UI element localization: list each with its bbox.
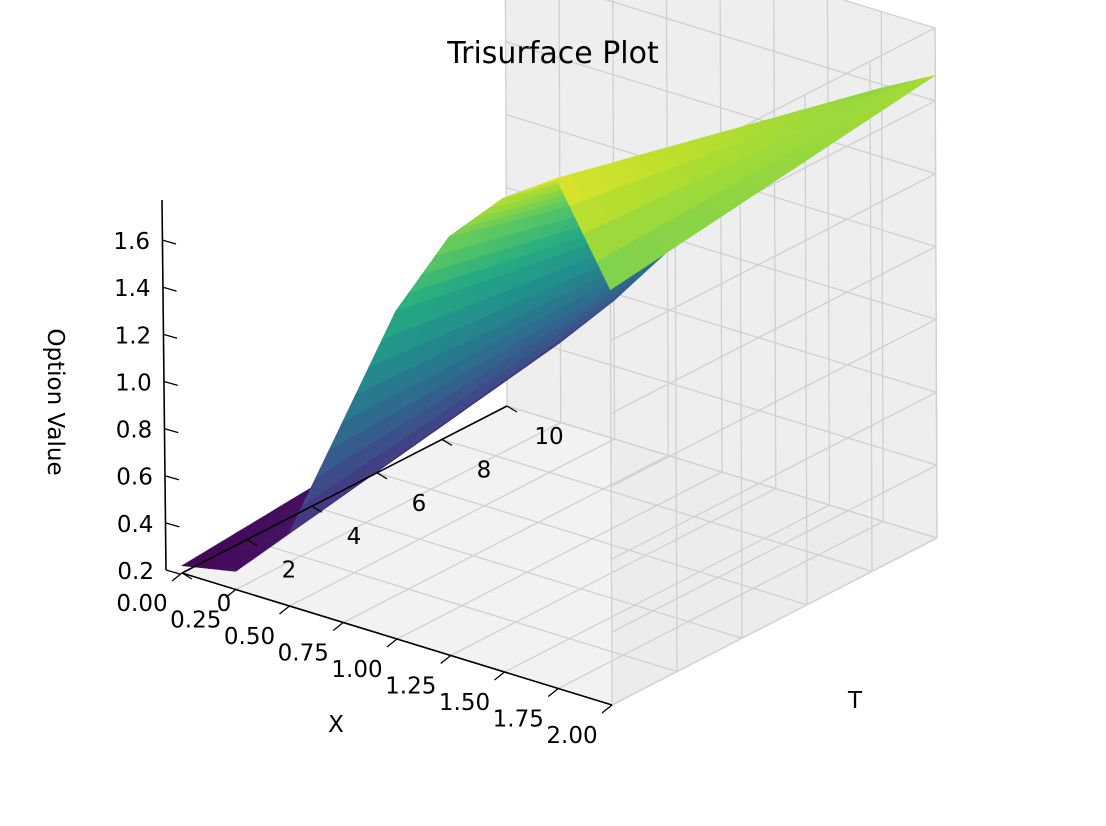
x-tick-label: 1.75 bbox=[493, 707, 544, 733]
z-tick bbox=[165, 569, 181, 575]
x-tick bbox=[440, 654, 452, 665]
grid-line bbox=[826, 0, 831, 506]
x-tick bbox=[601, 704, 613, 714]
y-tick bbox=[311, 505, 323, 513]
x-tick bbox=[279, 605, 290, 615]
grid-line bbox=[504, 504, 830, 673]
z-axis-label: Option Value bbox=[42, 328, 68, 475]
x-tick bbox=[332, 621, 344, 632]
x-tick bbox=[225, 588, 237, 599]
z-tick bbox=[162, 333, 178, 339]
x-tick bbox=[494, 671, 505, 681]
x-axis-label: X bbox=[328, 712, 344, 738]
grid-line bbox=[611, 391, 937, 560]
z-axis-line bbox=[161, 199, 167, 571]
y-tick-label: 0 bbox=[217, 591, 232, 617]
grid-line bbox=[604, 0, 936, 102]
y-tick-label: 6 bbox=[412, 491, 427, 517]
z-tick-label: 0.8 bbox=[116, 418, 153, 444]
y-tick bbox=[376, 472, 388, 480]
z-tick bbox=[164, 427, 179, 434]
grid-line bbox=[441, 438, 873, 573]
z-tick bbox=[162, 286, 177, 292]
grid-line bbox=[376, 472, 808, 606]
z-tick bbox=[161, 239, 177, 245]
ticks: 2.001.751.501.251.000.750.500.250.00 0 2 4 6… bbox=[113, 229, 613, 749]
grid-line bbox=[342, 454, 669, 624]
grid-line bbox=[610, 318, 937, 488]
y-axis-line bbox=[181, 405, 508, 574]
grid-line bbox=[235, 421, 562, 591]
grid-line bbox=[611, 464, 938, 633]
x-tick-label: 1.50 bbox=[439, 690, 490, 716]
x-tick-label: 0.75 bbox=[278, 641, 329, 667]
z-tick-label: 0.2 bbox=[117, 559, 154, 585]
x-tick bbox=[547, 687, 559, 698]
x-tick-label: 0.00 bbox=[116, 591, 167, 617]
x-tick bbox=[171, 572, 183, 582]
y-tick-label: 8 bbox=[477, 457, 492, 483]
grid-line bbox=[804, 94, 808, 605]
z-tick bbox=[165, 522, 180, 528]
grid-line bbox=[611, 537, 938, 706]
grid-line bbox=[311, 505, 743, 639]
surface-facet bbox=[596, 253, 625, 291]
grid-line bbox=[450, 487, 777, 657]
grid-line bbox=[610, 245, 937, 415]
y-tick-label: 10 bbox=[534, 424, 563, 450]
grid-line bbox=[934, 27, 938, 539]
z-tick-label: 1.6 bbox=[113, 229, 150, 255]
z-tick-label: 1.0 bbox=[115, 370, 152, 396]
y-tick bbox=[506, 405, 518, 413]
chart-title: Trisurface Plot bbox=[446, 36, 659, 71]
grid-line bbox=[246, 538, 678, 673]
z-tick-label: 0.6 bbox=[116, 465, 153, 491]
grid-line bbox=[869, 61, 873, 572]
grid-line bbox=[773, 0, 777, 489]
x-tick bbox=[386, 638, 398, 648]
x-tick-label: 1.25 bbox=[385, 674, 436, 700]
y-tick bbox=[246, 539, 258, 547]
y-tick bbox=[181, 572, 193, 580]
z-tick-label: 0.4 bbox=[117, 512, 154, 538]
z-tick-label: 1.4 bbox=[114, 276, 151, 302]
x-tick-label: 0.25 bbox=[170, 608, 221, 634]
x-tick-label: 1.00 bbox=[331, 657, 382, 683]
grid-line bbox=[505, 41, 936, 175]
grid-line bbox=[739, 128, 743, 639]
grid-line bbox=[506, 405, 938, 539]
y-axis-label: T bbox=[847, 688, 863, 714]
z-tick bbox=[164, 475, 180, 481]
grid-line bbox=[506, 332, 937, 466]
grid-line bbox=[610, 173, 936, 342]
surface bbox=[181, 75, 936, 572]
grid-line bbox=[841, 0, 936, 29]
grid-line bbox=[396, 471, 723, 640]
y-tick bbox=[441, 438, 453, 446]
grid-line bbox=[289, 438, 615, 607]
y-tick-label: 4 bbox=[347, 524, 362, 550]
x-tick-label: 2.00 bbox=[546, 723, 597, 749]
z-tick-label: 1.2 bbox=[115, 323, 152, 349]
y-tick-label: 2 bbox=[282, 558, 297, 584]
z-tick bbox=[163, 380, 178, 387]
x-tick-label: 0.50 bbox=[224, 624, 275, 650]
